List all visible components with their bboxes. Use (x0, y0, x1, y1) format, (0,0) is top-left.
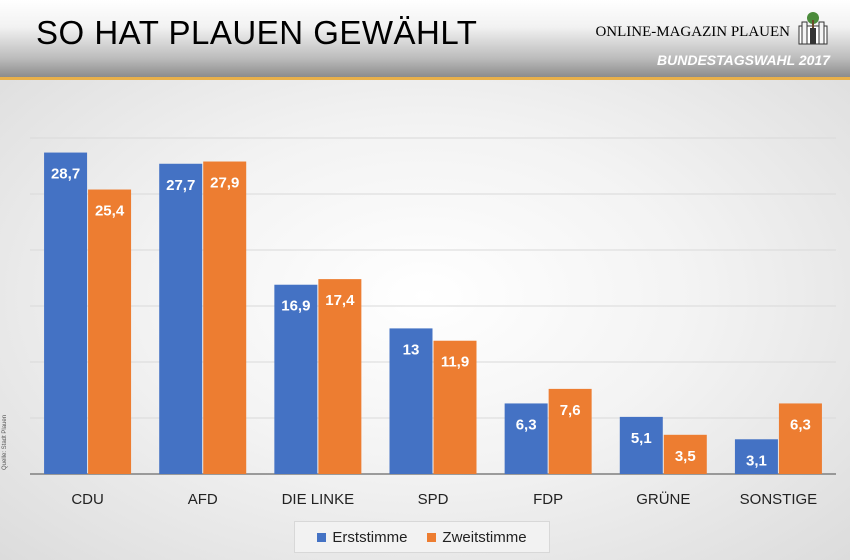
bar-erststimme-fdp (504, 403, 548, 474)
chart-header: SO HAT PLAUEN GEWÄHLT ONLINE-MAGAZIN PLA… (0, 0, 850, 80)
data-label: 11,9 (441, 354, 469, 371)
data-label: 13 (403, 341, 420, 358)
bar-erststimme-afd (159, 163, 203, 474)
category-label: AFD (188, 491, 218, 508)
legend-label-zweitstimme: Zweitstimme (442, 528, 527, 546)
bar-zweitstimme-spd (433, 340, 477, 474)
bar-zweitstimme-fdp (548, 388, 592, 474)
legend-swatch-zweitstimme (427, 532, 437, 542)
bar-zweitstimme-sonstige (778, 403, 822, 474)
data-label: 25,4 (95, 203, 125, 220)
category-label: GRÜNE (636, 490, 690, 508)
plauen-coat-of-arms-icon (798, 12, 828, 45)
bar-zweitstimme-die-linke (318, 279, 362, 474)
source-note: Quelle: Stadt Plauen (2, 414, 8, 470)
category-label: SONSTIGE (740, 491, 818, 508)
data-label: 28,7 (51, 166, 80, 183)
chart-subtitle: BUNDESTAGSWAHL 2017 (657, 52, 830, 68)
bar-chart: 28,7 25,4 27,7 27,9 16,9 17,4 13 11,9 6,3 7,6 5,1 3… (30, 137, 836, 508)
data-label: 5,1 (631, 430, 652, 447)
category-label: DIE LINKE (282, 491, 355, 508)
data-label: 27,7 (166, 177, 195, 194)
bar-erststimme-spd (389, 328, 433, 474)
magazine-name: ONLINE-MAGAZIN PLAUEN (595, 24, 790, 40)
chart-area: 28,7 25,4 27,7 27,9 16,9 17,4 13 11,9 6,3 7,6 5,1 3… (0, 80, 850, 560)
data-label: 6,3 (790, 416, 811, 433)
bar-erststimme-grüne (619, 416, 663, 474)
bar-erststimme-die-linke (274, 284, 318, 474)
category-label: SPD (418, 491, 449, 508)
category-label: CDU (71, 491, 104, 508)
legend-item-erststimme: Erststimme (317, 529, 407, 546)
data-label: 3,1 (746, 452, 767, 469)
data-label: 17,4 (325, 292, 355, 309)
chart-legend: Erststimme Zweitstimme (294, 521, 550, 553)
data-label: 27,9 (210, 175, 239, 192)
bar-erststimme-cdu (44, 152, 88, 474)
data-label: 6,3 (516, 416, 537, 433)
bar-zweitstimme-cdu (88, 189, 132, 474)
legend-item-zweitstimme: Zweitstimme (427, 528, 527, 546)
data-label: 16,9 (281, 298, 310, 315)
bar-zweitstimme-grüne (663, 434, 707, 474)
data-label: 7,6 (560, 402, 581, 419)
bar-zweitstimme-afd (203, 161, 247, 474)
bar-erststimme-sonstige (734, 439, 778, 474)
page-title: SO HAT PLAUEN GEWÄHLT (36, 14, 478, 51)
data-label: 3,5 (675, 448, 696, 465)
legend-swatch-erststimme (317, 532, 327, 542)
category-label: FDP (533, 491, 563, 508)
legend-label-erststimme: Erststimme (332, 528, 408, 546)
